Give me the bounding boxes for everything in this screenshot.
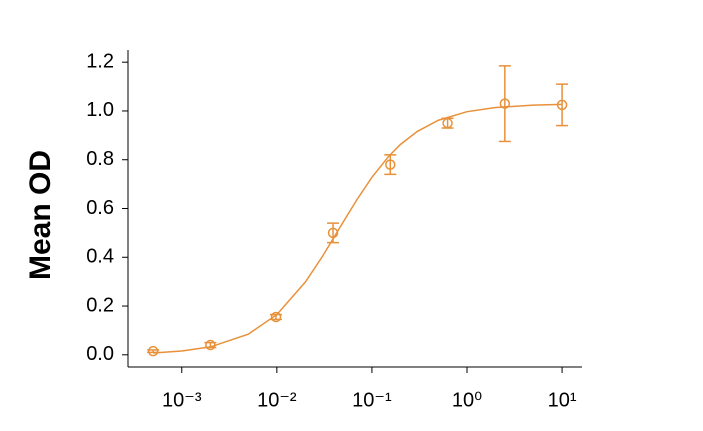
x-tick-label: 10⁻³ bbox=[162, 389, 202, 411]
y-tick-label: 0.6 bbox=[86, 197, 114, 219]
y-tick-label: 0.0 bbox=[86, 343, 114, 365]
data-point bbox=[556, 99, 568, 111]
data-point bbox=[442, 117, 453, 129]
x-tick-label: 10⁻¹ bbox=[352, 389, 392, 411]
x-tick-label: 10¹ bbox=[548, 389, 577, 411]
y-tick-label: 0.8 bbox=[86, 148, 114, 170]
x-tick-label: 10⁻² bbox=[257, 389, 297, 411]
data-point bbox=[205, 339, 216, 351]
data-point bbox=[499, 98, 511, 109]
y-tick-label: 0.4 bbox=[86, 246, 114, 268]
data-point bbox=[327, 227, 339, 239]
data-point bbox=[385, 159, 396, 170]
fit-curve bbox=[153, 103, 563, 354]
data-point bbox=[270, 311, 282, 323]
y-tick-label: 1.0 bbox=[86, 99, 114, 121]
x-tick-label: 10⁰ bbox=[452, 389, 482, 411]
data-point bbox=[147, 345, 159, 357]
y-axis-label: Mean OD bbox=[24, 150, 57, 280]
y-tick-label: 0.2 bbox=[86, 294, 114, 316]
y-tick-label: 1.2 bbox=[86, 50, 114, 72]
